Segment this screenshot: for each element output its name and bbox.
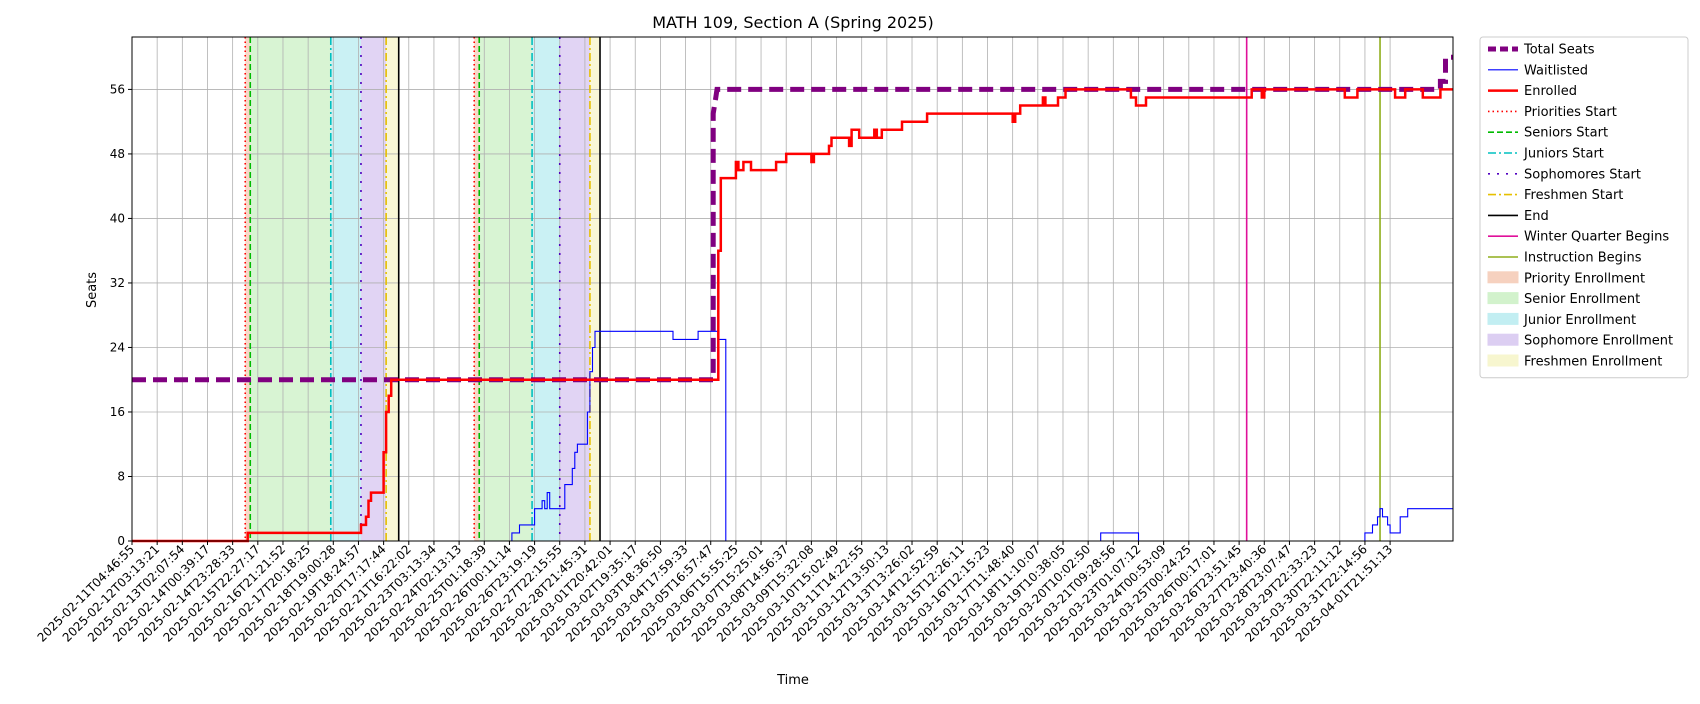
- y-tick-label: 0: [117, 534, 125, 548]
- shaded-region-junior-enrollment: [532, 37, 560, 541]
- y-tick-label: 16: [110, 405, 125, 419]
- y-tick-label: 56: [110, 82, 125, 96]
- legend-freshmen-enrollment-swatch: [1487, 354, 1519, 367]
- legend-sophomore-enrollment-label: Sophomore Enrollment: [1524, 334, 1673, 349]
- series-line-total-seats: [132, 54, 1453, 383]
- legend-end-label: End: [1524, 209, 1549, 224]
- legend-freshmen-enrollment-label: Freshmen Enrollment: [1524, 355, 1662, 370]
- shaded-region-senior-enrollment: [250, 37, 331, 541]
- y-tick-label: 8: [117, 469, 125, 483]
- shaded-region-freshmen-enrollment: [589, 37, 601, 541]
- series-line-enrolled: [132, 88, 1453, 543]
- legend: Total Seats Waitlisted Enrolled Priorities …: [1479, 36, 1689, 379]
- plot-frame: [131, 36, 1454, 542]
- legend-waitlisted-label: Waitlisted: [1524, 63, 1588, 78]
- x-axis-label: Time: [776, 673, 809, 688]
- shaded-region-senior-enrollment: [479, 37, 533, 541]
- y-tick-label: 24: [110, 340, 125, 354]
- legend-juniors-start-label: Juniors Start: [1523, 147, 1604, 162]
- legend-junior-enrollment-label: Junior Enrollment: [1523, 313, 1636, 328]
- y-tick-label: 32: [110, 276, 125, 290]
- shaded-region-priority-enrollment: [474, 37, 480, 541]
- legend-seniors-start-label: Seniors Start: [1524, 126, 1608, 141]
- legend-enrolled-label: Enrolled: [1524, 84, 1577, 99]
- shaded-region-sophomore-enrollment: [360, 37, 387, 541]
- shaded-region-freshmen-enrollment: [386, 37, 399, 541]
- y-axis-label: Seats: [85, 272, 100, 308]
- legend-junior-enrollment-swatch: [1487, 312, 1519, 325]
- y-tick-label: 48: [110, 147, 125, 161]
- legend-priority-enrollment-swatch: [1487, 271, 1519, 284]
- legend-priority-enrollment-label: Priority Enrollment: [1524, 271, 1645, 286]
- legend-senior-enrollment-label: Senior Enrollment: [1524, 292, 1640, 307]
- plot-area: 081624324048562025-02-11T04:46:552025-02…: [35, 36, 1454, 645]
- legend-total-seats-label: Total Seats: [1523, 43, 1595, 58]
- shaded-region-junior-enrollment: [330, 37, 361, 541]
- series-line-waitlisted: [132, 330, 1453, 542]
- legend-priorities-start-label: Priorities Start: [1524, 105, 1617, 120]
- legend-box: [1479, 36, 1689, 379]
- legend-senior-enrollment-swatch: [1487, 292, 1519, 305]
- legend-instruction-begins-label: Instruction Begins: [1524, 251, 1642, 266]
- y-tick-label: 40: [110, 211, 125, 225]
- legend-sophomore-enrollment-swatch: [1487, 333, 1519, 346]
- legend-freshmen-start-label: Freshmen Start: [1524, 188, 1623, 203]
- shaded-region-priority-enrollment: [245, 37, 251, 541]
- legend-sophomores-start-label: Sophomores Start: [1524, 167, 1641, 182]
- chart-title: MATH 109, Section A (Spring 2025): [652, 13, 934, 32]
- legend-winter-quarter-begins-label: Winter Quarter Begins: [1524, 230, 1669, 245]
